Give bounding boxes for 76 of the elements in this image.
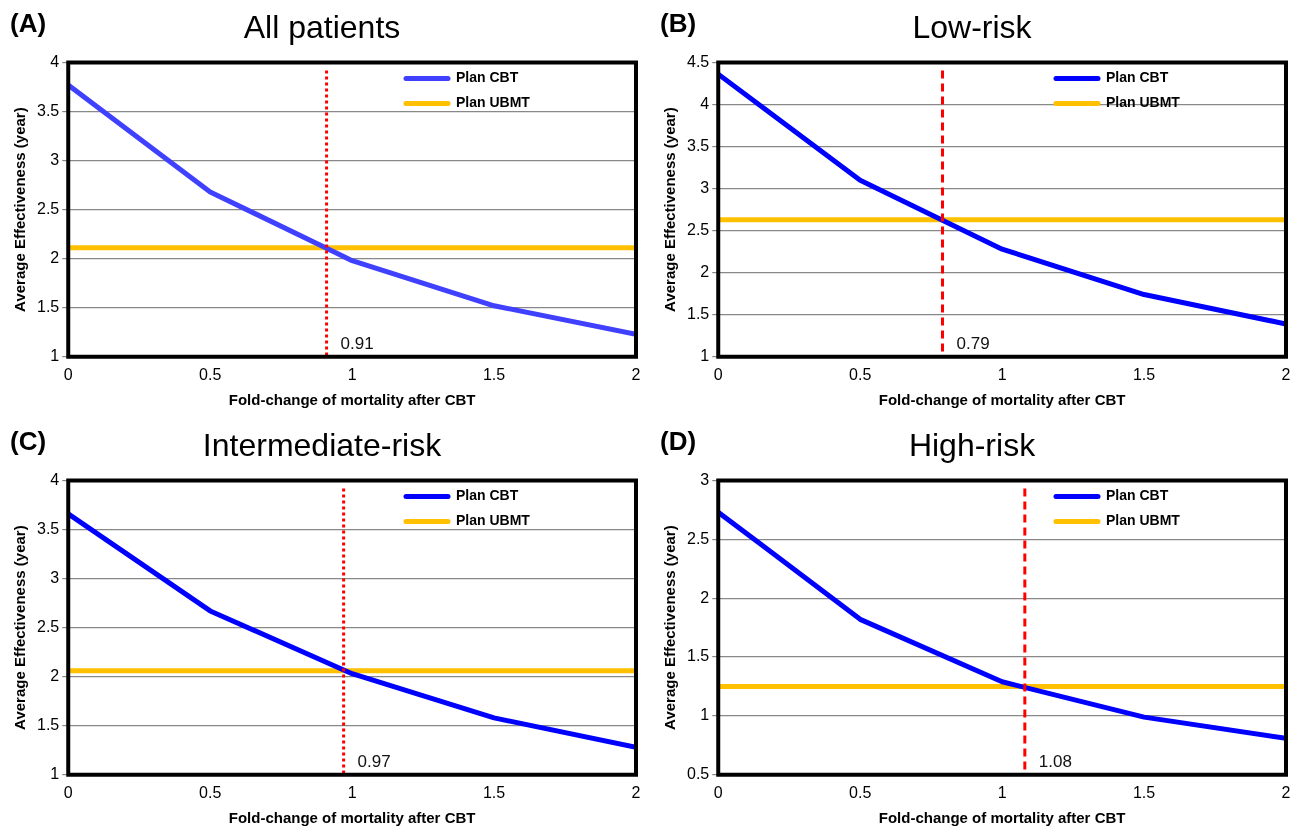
y-tick-label: 2.5 (36, 200, 60, 218)
legend-label: Plan UBMT (1106, 94, 1181, 111)
y-tick-label: 2.5 (686, 221, 710, 239)
x-tick-label: 1.5 (482, 365, 506, 383)
x-tick-label: 1 (997, 365, 1007, 383)
x-tick-label: 1.5 (482, 783, 506, 801)
x-tick-label: 1 (347, 783, 357, 801)
x-tick-label: 0 (63, 365, 73, 383)
y-tick-label: 4 (50, 470, 60, 488)
x-axis-title: Fold-change of mortality after CBT (878, 809, 1126, 827)
y-tick-label: 1.5 (686, 647, 710, 665)
ref-line-label: 1.08 (1038, 751, 1072, 771)
x-tick-label: 0 (713, 365, 723, 383)
y-tick-label: 3.5 (686, 136, 710, 154)
y-tick-label: 4 (700, 94, 710, 112)
ref-line-label: 0.91 (340, 333, 374, 353)
chart-title: All patients (243, 9, 401, 46)
x-axis-title: Fold-change of mortality after CBT (228, 391, 476, 409)
y-tick-label: 0.5 (686, 765, 710, 783)
y-tick-label: 3 (50, 568, 60, 586)
text: (C) (10, 426, 47, 457)
y-tick-label: 1.5 (36, 716, 60, 734)
x-tick-label: 2 (631, 783, 641, 801)
y-tick-label: 3 (700, 470, 710, 488)
chart-title: Intermediate-risk (202, 427, 443, 464)
x-tick-label: 1 (347, 365, 357, 383)
legend-label: Plan UBMT (1106, 512, 1181, 529)
x-tick-label: 0.5 (849, 783, 872, 801)
y-tick-label: 2 (700, 263, 710, 281)
legend-label: Plan CBT (456, 487, 519, 504)
x-tick-label: 0.5 (849, 365, 872, 383)
y-axis-title: Average Effectiveness (year) (661, 107, 679, 312)
y-tick-label: 2.5 (686, 529, 710, 547)
ref-line-label: 0.79 (956, 333, 990, 353)
y-tick-label: 2 (50, 249, 60, 267)
y-tick-label: 3.5 (36, 519, 60, 537)
y-tick-label: 3 (700, 178, 710, 196)
y-tick-label: 1.5 (36, 298, 60, 316)
y-tick-label: 2 (700, 588, 710, 606)
text: (B) (660, 8, 697, 39)
chart-title: Low-risk (912, 9, 1033, 46)
x-tick-label: 2 (631, 365, 641, 383)
y-tick-label: 3 (50, 150, 60, 168)
x-tick-label: 1.5 (1132, 365, 1156, 383)
legend-label: Plan CBT (456, 69, 519, 86)
y-tick-label: 1 (700, 347, 710, 365)
y-tick-label: 1 (50, 765, 60, 783)
y-tick-label: 1 (50, 347, 60, 365)
x-tick-label: 0.5 (199, 365, 222, 383)
y-tick-label: 4.5 (686, 52, 710, 70)
y-tick-label: 1.5 (686, 305, 710, 323)
x-tick-label: 1.5 (1132, 783, 1156, 801)
chart-title: High-risk (908, 427, 1037, 464)
x-tick-label: 0.5 (199, 783, 222, 801)
y-tick-label: 3.5 (36, 101, 60, 119)
y-axis-title: Average Effectiveness (year) (11, 525, 29, 730)
x-tick-label: 1 (997, 783, 1007, 801)
y-tick-label: 2 (50, 667, 60, 685)
y-tick-label: 4 (50, 52, 60, 70)
legend-label: Plan CBT (1106, 487, 1169, 504)
x-tick-label: 0 (63, 783, 73, 801)
y-tick-label: 1 (700, 706, 710, 724)
legend-label: Plan UBMT (456, 512, 531, 529)
y-axis-title: Average Effectiveness (year) (661, 525, 679, 730)
y-tick-label: 2.5 (36, 618, 60, 636)
y-axis-title: Average Effectiveness (year) (11, 107, 29, 312)
x-axis-title: Fold-change of mortality after CBT (228, 809, 476, 827)
legend-label: Plan CBT (1106, 69, 1169, 86)
x-tick-label: 2 (1281, 365, 1291, 383)
x-tick-label: 0 (713, 783, 723, 801)
ref-line-label: 0.97 (357, 751, 391, 771)
x-tick-label: 2 (1281, 783, 1291, 801)
x-axis-title: Fold-change of mortality after CBT (878, 391, 1126, 409)
text: (A) (10, 8, 47, 39)
legend-label: Plan UBMT (456, 94, 531, 111)
text: (D) (660, 426, 697, 457)
